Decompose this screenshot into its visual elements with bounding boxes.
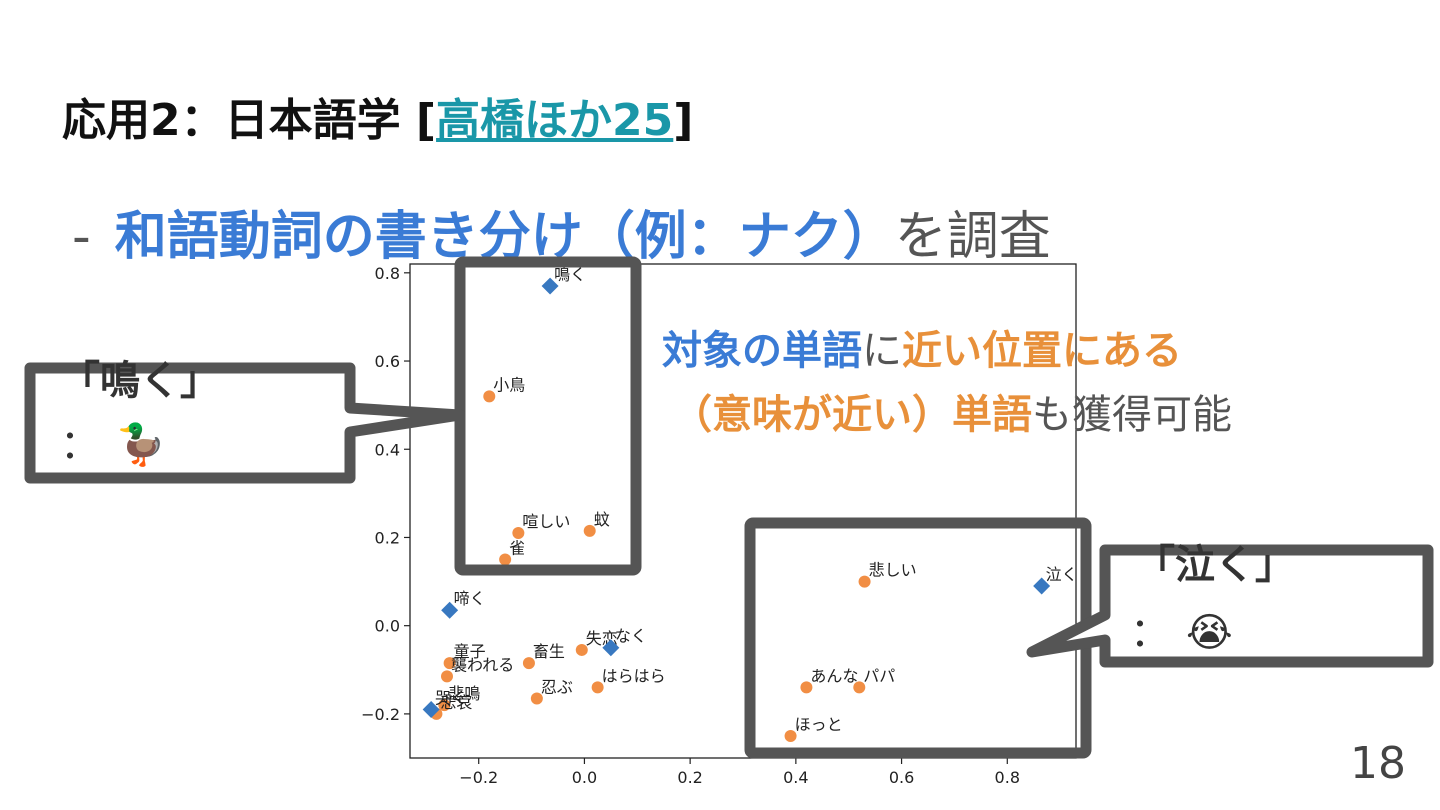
data-point-label: 悲しい — [869, 561, 917, 580]
data-point-label: 啼く — [454, 589, 486, 608]
note-near-position: 近い位置にある — [902, 328, 1182, 374]
note-line-2: （意味が近い）単語も獲得可能 — [672, 382, 1232, 440]
data-point-diamond — [602, 639, 620, 657]
y-tick-label: 0.0 — [375, 617, 400, 636]
data-point-diamond — [541, 277, 559, 295]
plot-frame — [409, 263, 1077, 759]
data-point-label: あんな — [810, 666, 858, 685]
x-tick-label: 0.8 — [995, 768, 1020, 787]
x-tick-label: 0.2 — [677, 768, 702, 787]
note-target-word: 対象の単語 — [662, 328, 862, 374]
data-point-label: 悲哀 — [440, 693, 472, 712]
x-tick-label: 0.0 — [572, 768, 597, 787]
data-point-diamond — [1033, 577, 1051, 595]
data-point-label: 雀 — [509, 539, 525, 558]
data-point-label: 鳴く — [554, 265, 586, 284]
data-point-label: なく — [615, 627, 647, 646]
data-point-label: はらはら — [602, 666, 666, 685]
data-point-label: 畜生 — [533, 642, 565, 661]
chart-axes: −0.2 0.0 0.2 0.4 0.6 0.8 −0.2 0.0 0.2 0.4 0.6 0.8 — [361, 263, 1077, 787]
duck-icon: 🦆 — [116, 422, 166, 468]
x-tick-label: 0.6 — [889, 768, 914, 787]
data-point-label: 小鳥 — [493, 375, 525, 394]
data-point — [483, 390, 496, 403]
data-point — [530, 692, 543, 705]
note-line-1: 対象の単語に近い位置にある — [662, 318, 1182, 376]
data-point — [853, 681, 866, 694]
data-point — [443, 657, 456, 670]
data-point-label: 蚊 — [594, 510, 610, 529]
note-similar-words: （意味が近い）単語 — [672, 392, 1032, 438]
callout-left-label: 「鳴く」 — [60, 358, 220, 404]
data-point — [499, 553, 512, 566]
page-number: 18 — [1350, 738, 1406, 789]
y-tick-label: 0.6 — [375, 352, 400, 371]
speech-bubble-right — [1026, 544, 1434, 668]
x-tick-label: −0.2 — [459, 768, 498, 787]
speech-bubble-left — [24, 362, 466, 484]
citation-link[interactable]: 高橋ほか25 — [436, 95, 674, 146]
data-point-diamond — [422, 700, 440, 718]
data-point-label: 忍ぶ — [541, 677, 573, 696]
data-point — [583, 524, 596, 537]
crying-face-icon: 😭 — [1186, 610, 1233, 656]
data-point-label: 童子 — [454, 642, 486, 661]
callout-right-sub: ： 😭 — [1130, 600, 1233, 658]
title-prefix: 応用2：日本語学 [ — [62, 95, 437, 146]
data-point — [858, 575, 871, 588]
data-point-label: 悲鳴 — [448, 684, 480, 703]
note-particle: に — [862, 328, 902, 374]
data-point-label: パパ — [863, 666, 895, 685]
callout-left-sub: ： 🦆 — [60, 412, 166, 470]
data-point-diamond — [441, 601, 459, 619]
note-obtainable: も獲得可能 — [1032, 392, 1232, 438]
y-tick-label: 0.2 — [375, 528, 400, 547]
data-point-label: 泣く — [1046, 565, 1078, 584]
data-point-label: 襲われる — [451, 655, 514, 674]
y-tick-label: −0.2 — [361, 705, 400, 724]
y-tick-label: 0.8 — [375, 264, 400, 283]
data-point — [591, 681, 604, 694]
slide-title: 応用2：日本語学 [高橋ほか25] — [62, 84, 693, 148]
callout-left-colon: ： — [60, 422, 100, 468]
data-point — [438, 699, 451, 712]
data-point — [575, 643, 588, 656]
bullet-rest: を調査 — [894, 207, 1051, 267]
callout-right-colon: ： — [1130, 610, 1170, 656]
data-point — [441, 670, 453, 683]
data-point — [784, 729, 797, 742]
x-tick-label: 0.4 — [783, 768, 808, 787]
title-suffix: ] — [673, 95, 694, 146]
callout-overlay — [24, 256, 1434, 759]
data-point-label: 哭く — [435, 688, 467, 707]
data-point — [512, 527, 525, 540]
data-point-label: ほっと — [795, 715, 843, 734]
bullet-dash: - — [72, 207, 91, 267]
data-point — [800, 681, 813, 694]
data-point — [522, 657, 535, 670]
callout-right-label: 「泣く」 — [1135, 542, 1295, 588]
y-tick-label: 0.4 — [375, 440, 400, 459]
data-point-label: 喧しい — [522, 512, 570, 531]
